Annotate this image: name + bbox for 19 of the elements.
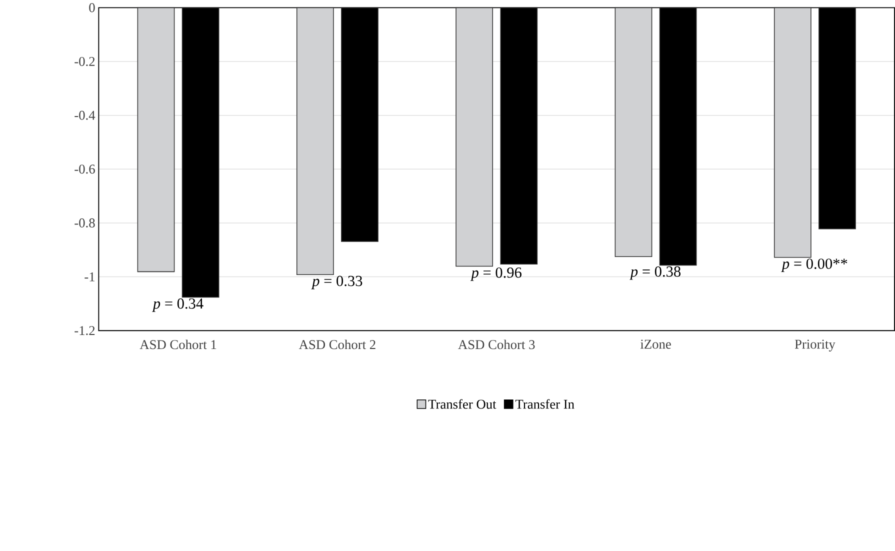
x-tick-label: iZone	[640, 340, 671, 349]
legend-label: Transfer In	[515, 399, 574, 409]
annotation: p = 0.96	[470, 267, 522, 281]
annotation: p = 0.33	[311, 276, 362, 290]
x-tick-label: ASD Cohort 1	[140, 340, 216, 349]
y-tick-label: -0.6	[74, 164, 95, 174]
annotation: p = 0.38	[630, 266, 681, 280]
y-tick-label: 0	[89, 3, 95, 12]
x-tick-label: ASD Cohort 2	[298, 340, 376, 349]
x-tick-label: ASD Cohort 3	[458, 340, 535, 349]
y-tick-label: -0.8	[74, 218, 95, 228]
y-tick-label: -0.4	[74, 110, 96, 120]
x-tick-label: Priority	[794, 340, 836, 352]
y-tick-label: -1.2	[74, 326, 95, 336]
y-tick-label: -1	[84, 272, 95, 282]
annotation: p = 0.34	[152, 298, 204, 312]
annotation: p = 0.00**	[781, 258, 848, 272]
y-tick-label: -0.2	[74, 56, 95, 66]
legend-label: Transfer Out	[428, 399, 496, 409]
